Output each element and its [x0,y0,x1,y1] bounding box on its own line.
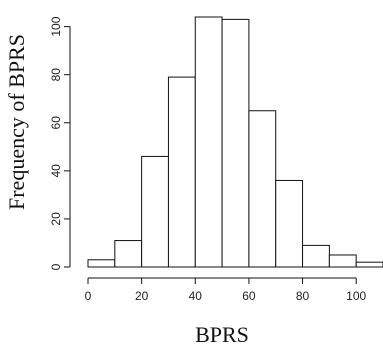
y-axis-title: Frequency of BPRS [4,34,29,210]
x-tick-label: 20 [135,289,149,303]
y-tick-label: 80 [49,68,63,82]
histogram-bar [167,76,196,268]
histogram-bar [87,259,116,268]
histogram-bar [328,254,357,268]
histogram-bar [141,155,169,268]
y-tick-label: 20 [49,212,63,226]
y-tick-label: 60 [49,116,63,130]
x-tick-label: 100 [346,289,366,303]
histogram-bar [114,240,143,268]
y-tick-label: 40 [49,164,63,178]
y-axis: 0 20 40 60 80 100 [49,16,71,270]
histogram-bar [275,179,304,268]
x-tick-label: 60 [242,289,256,303]
y-tick-label: 100 [49,16,63,36]
histogram-bar [248,110,277,268]
histogram-bar [221,18,250,268]
histogram-bars [87,16,383,268]
x-tick-label: 40 [189,289,203,303]
histogram-bar [355,261,383,268]
histogram-bar [302,244,330,268]
y-tick-label: 0 [49,263,63,270]
x-axis: 0 20 40 60 80 100 [85,277,367,303]
x-axis-title: BPRS [195,322,249,347]
histogram-bar [194,16,223,268]
x-tick-label: 0 [85,289,92,303]
x-tick-label: 80 [296,289,310,303]
